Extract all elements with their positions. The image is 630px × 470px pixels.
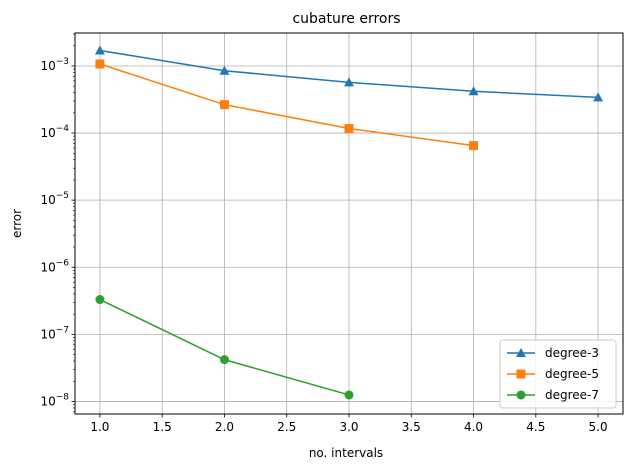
y-tick-label-exponent: −6 bbox=[56, 258, 70, 268]
y-tick-label-exponent: −4 bbox=[56, 124, 70, 134]
x-tick-label: 3.5 bbox=[402, 420, 421, 434]
legend-item: degree-3 bbox=[507, 346, 599, 360]
data-point bbox=[94, 45, 105, 55]
y-tick-label-exponent: −7 bbox=[56, 325, 69, 335]
y-tick-label-exponent: −5 bbox=[56, 191, 69, 201]
y-tick-label-base: 10 bbox=[40, 260, 55, 274]
data-point bbox=[95, 59, 105, 69]
y-tick-label: 10−3 bbox=[40, 57, 69, 73]
legend-label: degree-5 bbox=[545, 367, 599, 381]
y-tick-label-base: 10 bbox=[40, 59, 55, 73]
x-tick-label: 4.0 bbox=[464, 420, 483, 434]
y-tick-label-base: 10 bbox=[40, 327, 55, 341]
legend: degree-3 degree-5 degree-7 bbox=[499, 339, 617, 409]
x-tick-label: 1.5 bbox=[153, 420, 172, 434]
series-degree-5 bbox=[95, 59, 479, 151]
x-tick-label: 2.0 bbox=[215, 420, 234, 434]
data-point bbox=[344, 77, 354, 87]
data-point bbox=[593, 92, 604, 102]
x-tick-label: 3.0 bbox=[339, 420, 358, 434]
x-tick-label: 4.5 bbox=[526, 420, 545, 434]
y-axis: 10−810−710−610−510−410−3 bbox=[40, 33, 75, 413]
legend-box bbox=[499, 339, 617, 409]
data-point bbox=[344, 123, 354, 133]
y-tick-label-exponent: −3 bbox=[56, 57, 69, 67]
x-tick-label: 2.5 bbox=[277, 420, 296, 434]
data-point bbox=[344, 390, 354, 400]
y-tick-label-base: 10 bbox=[40, 193, 55, 207]
y-tick-label: 10−5 bbox=[40, 191, 69, 207]
series-layer bbox=[94, 45, 604, 400]
x-axis-label: no. intervals bbox=[309, 446, 383, 460]
data-point bbox=[469, 141, 479, 151]
data-point bbox=[219, 355, 229, 365]
legend-item: degree-5 bbox=[507, 367, 599, 381]
chart-title: cubature errors bbox=[292, 11, 400, 27]
data-point bbox=[468, 86, 479, 96]
legend-marker bbox=[516, 390, 526, 400]
legend-marker bbox=[516, 369, 526, 379]
y-tick-label: 10−4 bbox=[40, 124, 69, 140]
data-point bbox=[95, 295, 105, 305]
y-tick-label-base: 10 bbox=[40, 394, 55, 408]
data-point bbox=[219, 100, 229, 110]
series-degree-3 bbox=[94, 45, 604, 102]
y-tick-label-exponent: −8 bbox=[56, 392, 70, 402]
y-tick-label: 10−8 bbox=[40, 392, 69, 408]
series-line bbox=[99, 63, 474, 147]
legend-label: degree-7 bbox=[545, 388, 599, 402]
y-tick-label: 10−6 bbox=[40, 258, 69, 274]
series-degree-7 bbox=[95, 295, 354, 400]
legend-item: degree-7 bbox=[507, 388, 599, 402]
x-tick-label: 1.0 bbox=[90, 420, 109, 434]
data-point bbox=[219, 65, 230, 75]
y-tick-label: 10−7 bbox=[40, 325, 69, 341]
legend-label: degree-3 bbox=[545, 346, 599, 360]
x-tick-label: 5.0 bbox=[589, 420, 608, 434]
legend-marker bbox=[516, 348, 526, 357]
x-axis: 1.0 1.5 2.0 2.5 3.0 3.5 4.0 4.5 5.0 bbox=[90, 414, 608, 434]
y-axis-label: error bbox=[10, 209, 24, 238]
y-tick-label-base: 10 bbox=[40, 126, 55, 140]
